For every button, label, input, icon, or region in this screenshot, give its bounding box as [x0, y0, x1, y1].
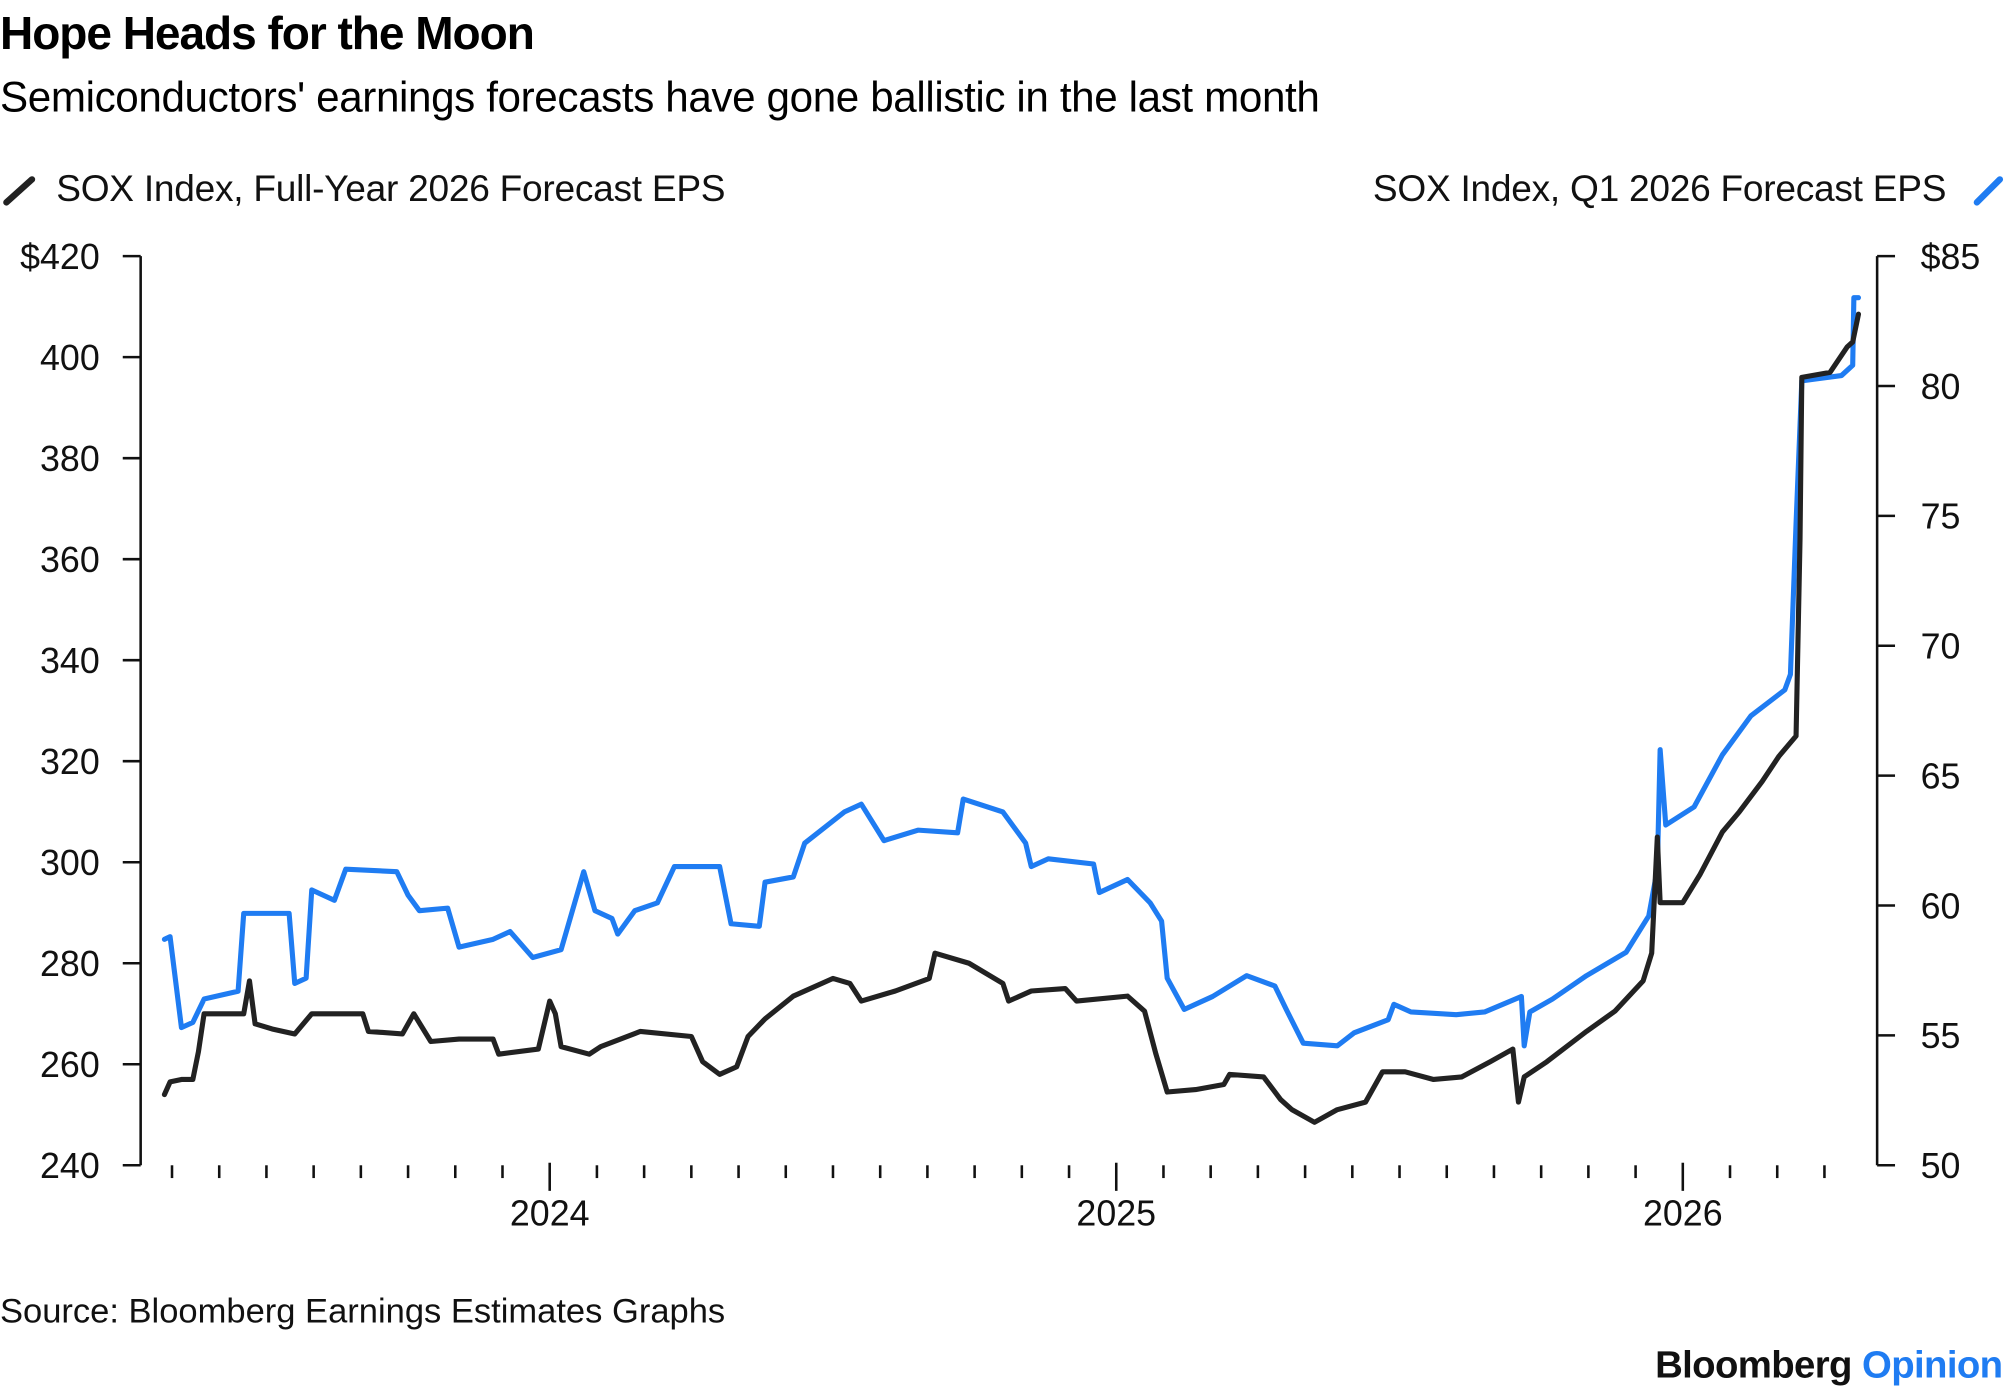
- source-note: Source: Bloomberg Earnings Estimates Gra…: [0, 1293, 725, 1331]
- chart-subtitle: Semiconductors' earnings forecasts have …: [0, 74, 1319, 121]
- logo-suffix: Opinion: [1862, 1344, 2002, 1387]
- chart-title: Hope Heads for the Moon: [0, 7, 534, 59]
- right-y-tick-label: 75: [1921, 497, 1961, 537]
- logo-name: Bloomberg: [1655, 1344, 1852, 1387]
- legend-label-full-year: SOX Index, Full-Year 2026 Forecast EPS: [56, 167, 725, 209]
- left-y-tick-label: 300: [40, 843, 100, 883]
- left-y-tick-label: $420: [20, 237, 100, 277]
- left-y-tick-label: 360: [40, 540, 100, 580]
- series-lines: [161, 295, 1862, 1125]
- legend-label-q1: SOX Index, Q1 2026 Forecast EPS: [1373, 167, 1946, 209]
- right-y-tick-label: 50: [1921, 1146, 1961, 1186]
- right-y-tick-label: 65: [1921, 756, 1961, 796]
- right-y-tick-label: 70: [1921, 627, 1961, 667]
- legend: SOX Index, Full-Year 2026 Forecast EPS S…: [3, 167, 2004, 209]
- left-y-tick-label: 240: [40, 1146, 100, 1186]
- right-y-tick-label: $85: [1921, 237, 1981, 277]
- left-y-tick-label: 400: [40, 338, 100, 378]
- series-line-q1-eps: [161, 295, 1862, 1049]
- x-tick-label: 2025: [1076, 1193, 1156, 1233]
- left-y-tick-label: 380: [40, 439, 100, 479]
- legend-swatch-q1: [1973, 176, 2004, 206]
- left-y-tick-label: 340: [40, 641, 100, 681]
- series-line-full-year-eps: [161, 311, 1862, 1125]
- left-y-tick-label: 280: [40, 944, 100, 984]
- right-y-tick-label: 60: [1921, 886, 1961, 926]
- right-y-tick-label: 55: [1921, 1016, 1961, 1056]
- right-y-tick-label: 80: [1921, 367, 1961, 407]
- left-y-tick-label: 320: [40, 742, 100, 782]
- bloomberg-opinion-logo: Bloomberg Opinion: [1655, 1344, 2002, 1387]
- legend-swatch-full-year: [3, 176, 36, 206]
- x-tick-label: 2024: [510, 1193, 590, 1233]
- axes: 240 260 280 300 320 340 360 380 400 $420 50 55 60 65 7…: [20, 237, 1980, 1233]
- x-tick-label: 2026: [1643, 1193, 1723, 1233]
- left-y-tick-label: 260: [40, 1045, 100, 1085]
